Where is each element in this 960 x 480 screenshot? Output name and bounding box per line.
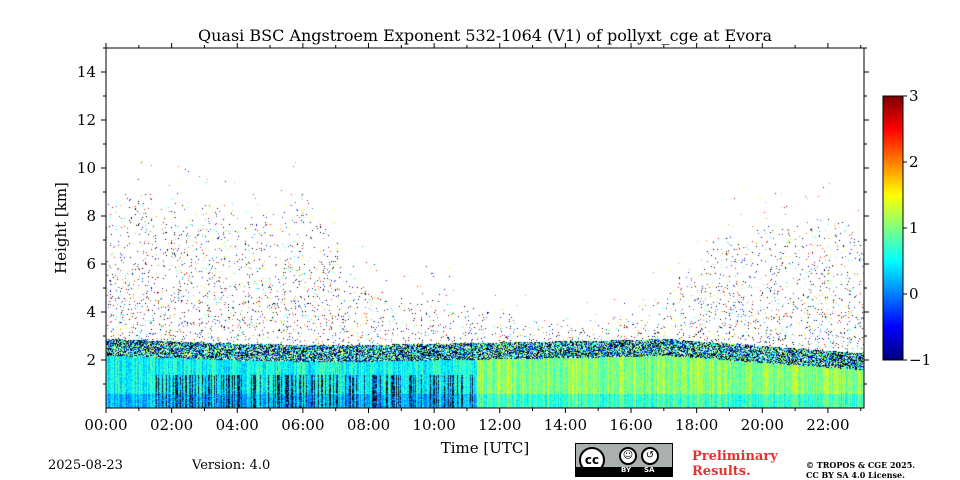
heatmap-canvas bbox=[106, 48, 864, 408]
y-axis-label: Height [km] bbox=[52, 182, 70, 274]
x-tick-label: 18:00 bbox=[675, 416, 718, 434]
y-tick-label: 12 bbox=[77, 111, 96, 129]
x-tick-label: 12:00 bbox=[478, 416, 521, 434]
y-axis: 2 4 6 8 10 12 14 bbox=[77, 47, 869, 385]
footer-version: Version: 4.0 bbox=[192, 458, 271, 473]
y-tick-label: 4 bbox=[86, 303, 96, 321]
license-line-1: © TROPOS & CGE 2025. bbox=[806, 460, 916, 470]
attribution-icon: ☺ bbox=[619, 447, 637, 465]
x-tick-label: 20:00 bbox=[741, 416, 784, 434]
cc-label-bar: BY SA bbox=[576, 466, 672, 476]
x-tick-label: 10:00 bbox=[413, 416, 456, 434]
cc-by-label: BY bbox=[621, 466, 632, 474]
colorbar-canvas bbox=[883, 96, 903, 360]
footer-date: 2025-08-23 bbox=[48, 458, 123, 473]
y-tick-label: 8 bbox=[86, 207, 96, 225]
colorbar-tick-label: −1 bbox=[909, 351, 931, 369]
x-tick-label: 04:00 bbox=[216, 416, 259, 434]
colorbar-axis: −1 0 1 2 3 bbox=[903, 87, 931, 369]
y-tick-label: 10 bbox=[77, 159, 96, 177]
x-axis: 00:00 02:00 04:00 06:00 08:00 10:00 12:00 14:00… bbox=[84, 43, 862, 434]
colorbar-tick-label: 0 bbox=[909, 285, 919, 303]
preliminary-line-2: Results. bbox=[692, 464, 751, 479]
share-alike-icon: ↺ bbox=[641, 447, 659, 465]
x-tick-label: 00:00 bbox=[84, 416, 127, 434]
cc-license-badge[interactable]: cc ☺ ↺ BY SA bbox=[575, 443, 673, 477]
license-line-2: CC BY SA 4.0 License. bbox=[806, 470, 905, 480]
x-axis-label: Time [UTC] bbox=[441, 439, 530, 457]
plot-frame bbox=[105, 47, 865, 409]
y-tick-label: 2 bbox=[86, 351, 96, 369]
colorbar-tick-label: 3 bbox=[909, 87, 919, 105]
colorbar-tick-label: 2 bbox=[909, 153, 919, 171]
x-tick-label: 02:00 bbox=[150, 416, 193, 434]
colorbar-frame bbox=[882, 95, 904, 361]
preliminary-results-note: Preliminary Results. bbox=[692, 449, 778, 479]
cc-sa-label: SA bbox=[644, 466, 655, 474]
preliminary-line-1: Preliminary bbox=[692, 449, 778, 464]
x-tick-label: 14:00 bbox=[544, 416, 587, 434]
x-tick-label: 08:00 bbox=[347, 416, 390, 434]
x-tick-label: 22:00 bbox=[806, 416, 849, 434]
chart-title: Quasi BSC Angstroem Exponent 532-1064 (V… bbox=[198, 26, 772, 45]
x-tick-label: 06:00 bbox=[281, 416, 324, 434]
license-note: © TROPOS & CGE 2025. CC BY SA 4.0 Licens… bbox=[806, 460, 915, 480]
colorbar-tick-label: 1 bbox=[909, 219, 919, 237]
x-tick-label: 16:00 bbox=[609, 416, 652, 434]
y-tick-label: 14 bbox=[77, 63, 96, 81]
y-tick-label: 6 bbox=[86, 255, 96, 273]
